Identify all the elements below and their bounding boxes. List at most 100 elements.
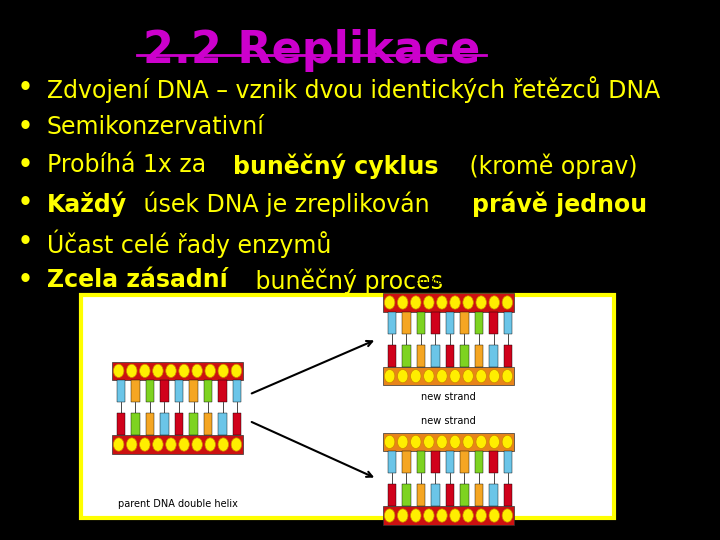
Text: •: •: [17, 153, 32, 177]
Ellipse shape: [205, 438, 215, 451]
Text: •: •: [17, 114, 32, 139]
Bar: [446, 484, 454, 507]
Bar: [460, 451, 469, 473]
Ellipse shape: [437, 369, 447, 383]
Ellipse shape: [502, 509, 513, 522]
Ellipse shape: [437, 296, 447, 309]
Ellipse shape: [463, 296, 473, 309]
Bar: [490, 451, 498, 473]
Bar: [490, 345, 498, 367]
Bar: [175, 413, 184, 435]
Ellipse shape: [397, 509, 408, 522]
Bar: [460, 484, 469, 507]
Ellipse shape: [476, 435, 487, 449]
Text: Zdvojení DNA – vznik dvou identických řetězců DNA: Zdvojení DNA – vznik dvou identických ře…: [47, 76, 660, 103]
Bar: [160, 380, 168, 402]
Bar: [417, 312, 425, 334]
Text: template strand: template strand: [409, 531, 488, 540]
Bar: [417, 345, 425, 367]
Text: •: •: [17, 268, 32, 292]
Ellipse shape: [179, 364, 189, 377]
Ellipse shape: [437, 435, 447, 449]
Ellipse shape: [489, 435, 500, 449]
Bar: [383, 433, 514, 451]
Ellipse shape: [423, 296, 434, 309]
Text: Semikonzervativní: Semikonzervativní: [47, 114, 264, 139]
Ellipse shape: [489, 509, 500, 522]
Bar: [189, 413, 198, 435]
Bar: [490, 312, 498, 334]
Ellipse shape: [463, 369, 473, 383]
Ellipse shape: [153, 364, 163, 377]
Bar: [175, 380, 184, 402]
Ellipse shape: [463, 435, 473, 449]
Bar: [233, 413, 241, 435]
Ellipse shape: [397, 369, 408, 383]
Ellipse shape: [205, 364, 215, 377]
Ellipse shape: [476, 369, 487, 383]
Bar: [431, 484, 440, 507]
Bar: [218, 380, 227, 402]
Bar: [81, 295, 613, 518]
Ellipse shape: [476, 509, 487, 522]
Ellipse shape: [410, 509, 421, 522]
Bar: [383, 293, 514, 312]
Bar: [402, 312, 410, 334]
Text: •: •: [17, 192, 32, 215]
Bar: [189, 380, 198, 402]
Ellipse shape: [410, 369, 421, 383]
Ellipse shape: [192, 438, 202, 451]
Ellipse shape: [410, 435, 421, 449]
Bar: [131, 380, 140, 402]
Bar: [490, 484, 498, 507]
Ellipse shape: [153, 438, 163, 451]
Bar: [387, 312, 396, 334]
Bar: [431, 312, 440, 334]
Bar: [446, 451, 454, 473]
Bar: [504, 312, 513, 334]
Text: právě jednou: právě jednou: [472, 192, 647, 217]
Ellipse shape: [114, 364, 124, 377]
Text: Zcela zásadní: Zcela zásadní: [47, 268, 228, 292]
Ellipse shape: [489, 369, 500, 383]
Bar: [131, 413, 140, 435]
Bar: [474, 451, 483, 473]
Ellipse shape: [423, 369, 434, 383]
Bar: [417, 484, 425, 507]
Bar: [446, 312, 454, 334]
Bar: [504, 484, 513, 507]
Bar: [204, 413, 212, 435]
Ellipse shape: [423, 509, 434, 522]
Ellipse shape: [502, 435, 513, 449]
Bar: [387, 345, 396, 367]
Ellipse shape: [502, 296, 513, 309]
Bar: [112, 435, 243, 454]
Ellipse shape: [502, 369, 513, 383]
Ellipse shape: [384, 296, 395, 309]
Text: •: •: [17, 76, 32, 100]
Ellipse shape: [231, 438, 242, 451]
Ellipse shape: [140, 364, 150, 377]
Bar: [402, 451, 410, 473]
Bar: [387, 484, 396, 507]
Bar: [474, 484, 483, 507]
Ellipse shape: [127, 364, 137, 377]
Bar: [383, 507, 514, 525]
Ellipse shape: [384, 369, 395, 383]
Ellipse shape: [218, 364, 228, 377]
Text: •: •: [17, 230, 32, 254]
Bar: [431, 451, 440, 473]
Ellipse shape: [114, 438, 124, 451]
Ellipse shape: [384, 509, 395, 522]
Text: 2.2 Replikace: 2.2 Replikace: [143, 29, 480, 72]
Ellipse shape: [384, 435, 395, 449]
Bar: [204, 380, 212, 402]
Bar: [460, 345, 469, 367]
Bar: [117, 380, 125, 402]
Text: buněčný cyklus: buněčný cyklus: [233, 153, 438, 179]
Bar: [504, 345, 513, 367]
Ellipse shape: [166, 364, 176, 377]
Ellipse shape: [450, 435, 460, 449]
Bar: [460, 312, 469, 334]
Text: (kromě oprav): (kromě oprav): [462, 153, 638, 179]
